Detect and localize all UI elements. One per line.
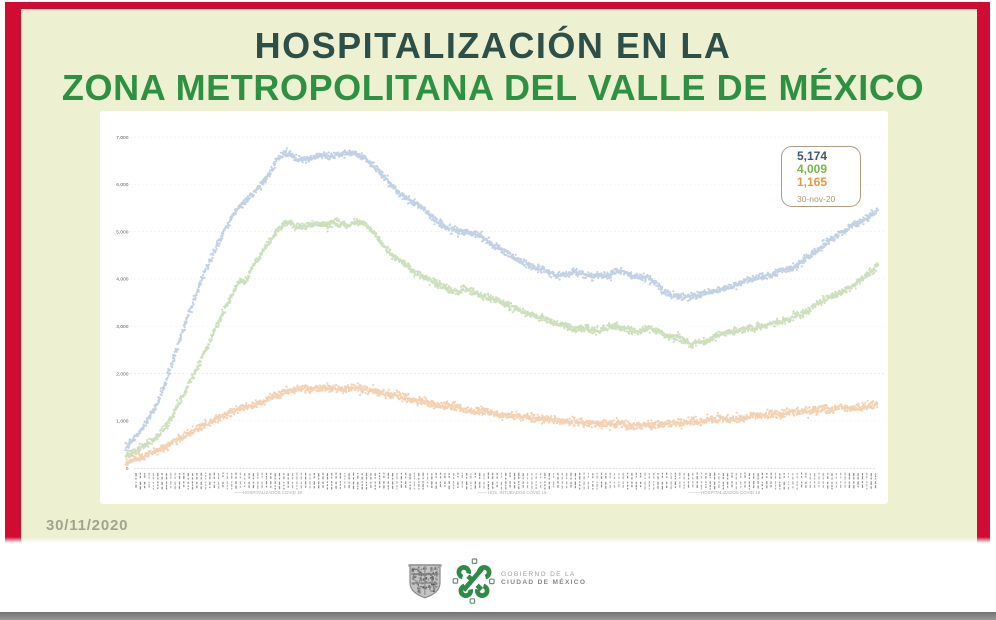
svg-text:3,000: 3,000: [116, 324, 129, 330]
svg-text:—— HOS. INTUBADOS COVID 19: —— HOS. INTUBADOS COVID 19: [478, 490, 547, 495]
svg-text:7,000: 7,000: [116, 135, 129, 141]
svg-text:4,000: 4,000: [116, 277, 129, 283]
svg-text:5,000: 5,000: [116, 229, 129, 235]
svg-text:——HOSPITALIZADOS COVID 19: ——HOSPITALIZADOS COVID 19: [234, 490, 302, 495]
svg-text:———HOSPITALIZADOS COVID 19: ———HOSPITALIZADOS COVID 19: [688, 490, 761, 495]
svg-text:0: 0: [126, 466, 129, 472]
svg-text:2,000: 2,000: [116, 371, 129, 377]
svg-text:6,000: 6,000: [116, 182, 129, 188]
svg-text:1,000: 1,000: [116, 419, 129, 425]
